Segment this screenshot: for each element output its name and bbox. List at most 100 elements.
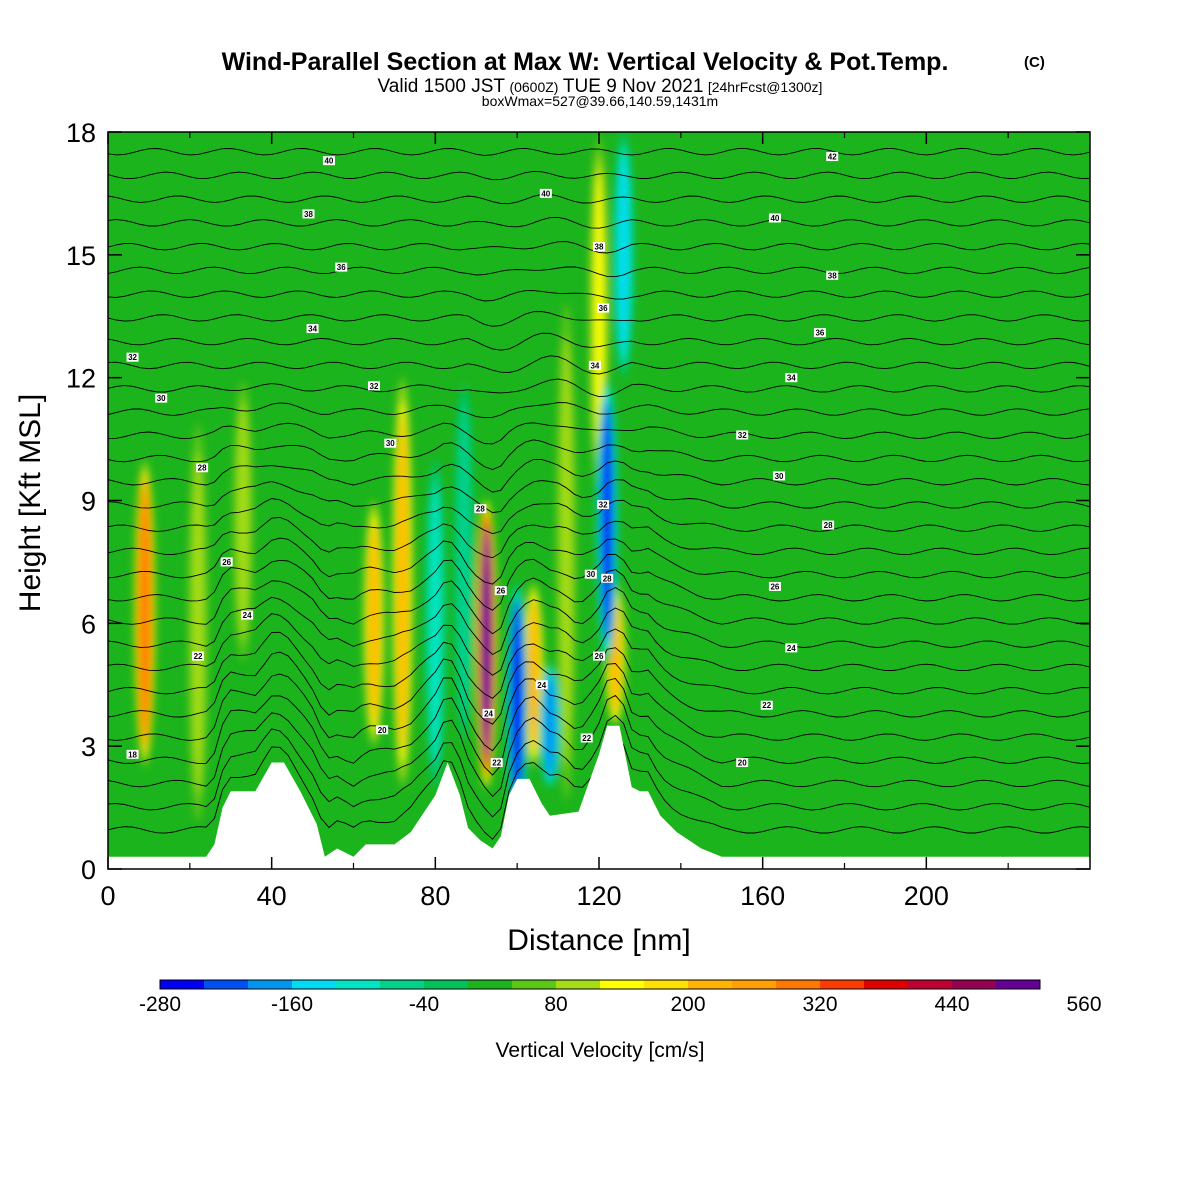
theta-contour bbox=[108, 694, 1090, 798]
theta-contour bbox=[108, 311, 1090, 327]
theta-label-text: 28 bbox=[603, 574, 612, 583]
colorbar-tick-label: 200 bbox=[670, 993, 705, 1016]
downdraft-band-level bbox=[459, 414, 469, 710]
colorbar-swatch bbox=[908, 980, 953, 989]
updraft-band-level bbox=[397, 418, 408, 747]
colorbar-swatch bbox=[292, 980, 337, 989]
theta-label: 30 bbox=[155, 393, 168, 403]
theta-label-text: 30 bbox=[386, 439, 395, 448]
theta-label: 40 bbox=[768, 213, 781, 223]
theta-contour bbox=[108, 193, 1090, 205]
theta-label: 30 bbox=[384, 438, 397, 448]
updraft-band bbox=[475, 499, 498, 789]
theta-contour bbox=[108, 290, 1090, 302]
theta-label-text: 36 bbox=[599, 304, 608, 313]
colorbar-tick-label: 320 bbox=[802, 993, 837, 1016]
colorbar-swatch bbox=[644, 980, 689, 989]
colorbar: -280 -160 -40 80 200 320 440 560 bbox=[139, 979, 1102, 1016]
theta-label-text: 26 bbox=[770, 582, 779, 591]
downdraft-band-level bbox=[618, 156, 629, 354]
theta-label-text: 36 bbox=[337, 263, 346, 272]
theta-label: 28 bbox=[822, 520, 835, 530]
theta-label-text: 32 bbox=[128, 353, 137, 362]
theta-label: 20 bbox=[376, 725, 389, 735]
y-tick-label: 0 bbox=[81, 855, 96, 885]
theta-label: 22 bbox=[580, 733, 593, 743]
theta-contour bbox=[108, 714, 1090, 818]
x-axis: 0 40 80 120 160 200 bbox=[100, 132, 1009, 911]
theta-label: 24 bbox=[241, 610, 254, 620]
chart-title-mark: (C) bbox=[1024, 54, 1045, 71]
theta-label-text: 22 bbox=[582, 734, 591, 743]
theta-label-text: 30 bbox=[157, 394, 166, 403]
theta-contour bbox=[108, 378, 1090, 398]
updraft-band-level bbox=[528, 600, 539, 749]
theta-label: 20 bbox=[736, 758, 749, 768]
colorbar-swatch bbox=[160, 980, 205, 989]
colorbar-swatch bbox=[820, 980, 865, 989]
terrain bbox=[108, 725, 1090, 869]
theta-label: 40 bbox=[322, 156, 335, 166]
y-tick-label: 15 bbox=[66, 241, 96, 271]
theta-label: 38 bbox=[826, 270, 839, 280]
updraft-band bbox=[362, 499, 386, 748]
updraft-band-level bbox=[238, 406, 248, 636]
colorbar-label: Vertical Velocity [cm/s] bbox=[496, 1039, 705, 1062]
velocity-field bbox=[133, 132, 635, 830]
subtitle-utc: (0600Z) bbox=[509, 79, 558, 95]
subtitle-forecast: [24hrFcst@1300z] bbox=[708, 79, 823, 95]
theta-label-text: 24 bbox=[484, 709, 493, 718]
theta-contour bbox=[108, 677, 1090, 776]
y-tick-label: 6 bbox=[81, 609, 96, 639]
theta-label-text: 26 bbox=[595, 652, 604, 661]
theta-contour bbox=[108, 147, 1090, 156]
theta-label: 26 bbox=[593, 651, 605, 661]
theta-contour-labels: 18 22 26 24 28 30 32 32 30 20 34 36 38 40 40 38 36 34 32 30… bbox=[126, 152, 839, 768]
theta-label: 32 bbox=[367, 381, 380, 391]
theta-contour bbox=[108, 628, 1090, 699]
x-tick-label: 40 bbox=[257, 881, 287, 911]
theta-label: 22 bbox=[192, 651, 205, 661]
theta-label-text: 40 bbox=[541, 189, 550, 198]
chart-title: Wind-Parallel Section at Max W: Vertical… bbox=[222, 48, 949, 76]
colorbar-swatch bbox=[336, 980, 381, 989]
theta-label-text: 18 bbox=[128, 750, 137, 759]
updraft-band bbox=[231, 376, 255, 666]
theta-label-text: 26 bbox=[222, 558, 231, 567]
subtitle-valid: Valid 1500 JST bbox=[378, 76, 506, 97]
colorbar-frame bbox=[159, 979, 1041, 990]
theta-label: 30 bbox=[584, 569, 597, 579]
colorbar-swatch bbox=[688, 980, 733, 989]
downdraft-band-level bbox=[430, 492, 441, 755]
x-axis-label: Distance [nm] bbox=[507, 924, 690, 957]
theta-label: 34 bbox=[306, 324, 319, 334]
theta-label-text: 32 bbox=[370, 382, 379, 391]
theta-label: 38 bbox=[302, 209, 315, 219]
y-axis-label: Height [Kft MSL] bbox=[14, 394, 47, 612]
colorbar-tick-label: -280 bbox=[139, 993, 181, 1016]
theta-label-text: 38 bbox=[595, 243, 604, 252]
colorbar-tick-label: -40 bbox=[409, 993, 439, 1016]
theta-label-text: 26 bbox=[496, 587, 505, 596]
colorbar-tick-label: -160 bbox=[271, 993, 313, 1016]
theta-label-text: 30 bbox=[775, 472, 784, 481]
colorbar-swatch bbox=[864, 980, 909, 989]
theta-label: 36 bbox=[597, 303, 610, 313]
theta-label: 40 bbox=[539, 188, 552, 198]
theta-label: 24 bbox=[785, 643, 798, 653]
theta-contour bbox=[108, 332, 1090, 351]
theta-label-text: 20 bbox=[378, 726, 387, 735]
x-tick-label: 80 bbox=[420, 881, 450, 911]
chart-subtitle-box: boxWmax=527@39.66,140.59,1431m bbox=[482, 93, 718, 109]
colorbar-swatch bbox=[380, 980, 425, 989]
theta-label-text: 38 bbox=[304, 210, 313, 219]
theta-label-text: 42 bbox=[828, 153, 837, 162]
theta-label-text: 40 bbox=[324, 157, 333, 166]
theta-contour bbox=[108, 402, 1090, 419]
theta-contour bbox=[108, 498, 1090, 535]
colorbar-swatch bbox=[468, 980, 513, 989]
theta-label: 36 bbox=[335, 262, 348, 272]
theta-contour bbox=[108, 266, 1090, 278]
y-tick-label: 18 bbox=[66, 118, 96, 148]
